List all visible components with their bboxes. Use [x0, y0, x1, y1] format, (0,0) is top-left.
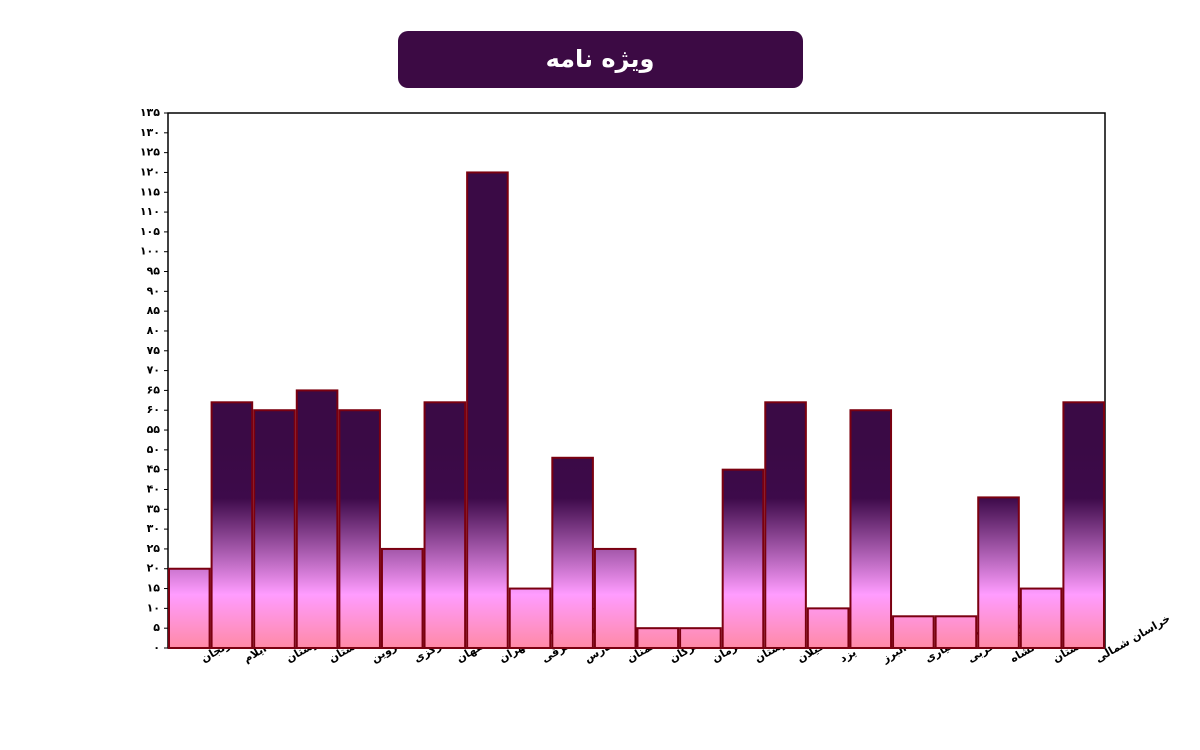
- y-tick-label: ۱۰۰: [140, 245, 160, 258]
- y-tick-label: ۸۵: [147, 304, 161, 317]
- y-tick-label: ۲۵: [147, 542, 161, 555]
- y-tick-label: ۴۰: [147, 482, 160, 495]
- bar: [806, 607, 850, 649]
- y-tick-label: ۱۱۰: [140, 205, 160, 218]
- chart-title: ویژه نامه: [546, 45, 655, 73]
- y-tick-label: ۸۰: [147, 324, 160, 337]
- y-tick-label: ۳۵: [147, 502, 161, 515]
- y-tick-label: ۲۰: [147, 562, 160, 575]
- bar: [934, 615, 978, 650]
- bar: [1062, 401, 1105, 649]
- title-box: [398, 31, 803, 88]
- bar: [977, 496, 1020, 649]
- y-tick-label: ۱۳۵: [140, 106, 160, 119]
- y-tick-label: ۱۵: [147, 582, 161, 595]
- y-tick-label: ۴۵: [147, 463, 161, 476]
- bar: [380, 547, 424, 649]
- bar: [636, 627, 680, 649]
- y-tick-label: ۰: [153, 641, 160, 654]
- bar: [551, 456, 594, 649]
- bar: [849, 409, 893, 649]
- y-tick-label: ۹۰: [147, 284, 160, 297]
- y-tick-label: ۱۰۵: [140, 225, 160, 238]
- bar: [466, 171, 509, 649]
- bar: [593, 547, 637, 649]
- bar: [508, 587, 552, 649]
- bar: [295, 389, 339, 649]
- y-tick-label: ۵۵: [147, 423, 161, 436]
- y-tick-label: ۷۵: [147, 344, 161, 357]
- y-tick-label: ۱۰: [147, 601, 160, 614]
- y-tick-label: ۶۵: [147, 383, 161, 396]
- bar: [338, 409, 381, 649]
- y-tick-label: ۱۲۰: [140, 165, 160, 178]
- y-tick-label: ۷۰: [147, 364, 160, 377]
- bar: [253, 409, 296, 649]
- bar: [764, 401, 807, 649]
- y-tick-label: ۱۲۵: [140, 146, 160, 159]
- y-tick-label: ۵: [153, 621, 160, 634]
- y-tick-label: ۱۱۵: [140, 185, 160, 198]
- bar: [1019, 587, 1063, 649]
- y-tick-label: ۳۰: [147, 522, 160, 535]
- bar: [892, 615, 935, 650]
- bar: [423, 401, 467, 649]
- y-tick-label: ۱۳۰: [140, 126, 160, 139]
- bar: [168, 567, 211, 649]
- bar: [721, 468, 765, 649]
- bar: [210, 401, 254, 649]
- y-tick-label: ۹۵: [147, 265, 161, 278]
- y-tick-label: ۶۰: [147, 403, 160, 416]
- y-tick-label: ۵۰: [147, 443, 160, 456]
- bar: [679, 627, 722, 649]
